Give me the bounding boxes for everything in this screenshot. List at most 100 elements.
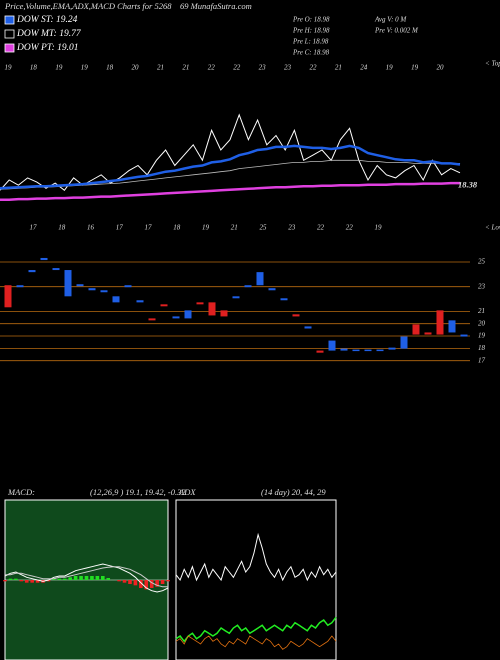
candle (184, 310, 192, 319)
histogram-bar (14, 578, 18, 580)
histogram-bar (133, 580, 138, 586)
histogram-bar (52, 578, 56, 580)
level-label: 17 (478, 356, 486, 364)
histogram-bar (68, 577, 72, 580)
histogram-bar (101, 576, 105, 580)
series-line (0, 181, 460, 201)
candle (256, 272, 264, 286)
info-text: Pre C: 18.98 (292, 49, 330, 57)
level-label: 23 (478, 282, 486, 290)
candle (172, 316, 180, 319)
candle (376, 349, 384, 352)
low-label: 22 (346, 224, 354, 232)
low-label: 18 (173, 224, 181, 232)
low-label: 16 (87, 224, 95, 232)
series-line (175, 532, 337, 582)
series-line (0, 113, 461, 192)
low-label: 19 (202, 224, 210, 232)
top-label: 19 (81, 64, 89, 72)
histogram-bar (155, 580, 159, 587)
candle (76, 284, 84, 287)
candle (352, 349, 360, 352)
panel-label: ADX (178, 487, 196, 497)
candle (232, 296, 240, 299)
candle (244, 285, 252, 288)
histogram-bar (62, 578, 67, 580)
info-text: Avg V: 0 M (374, 16, 407, 24)
legend-label: DOW MT: 19.77 (16, 29, 82, 39)
candle (340, 348, 348, 351)
histogram-bar (106, 578, 111, 580)
histogram-bar (30, 580, 34, 583)
candle (136, 300, 144, 303)
candle (88, 288, 96, 291)
series-line (175, 635, 337, 650)
candle (280, 298, 288, 301)
candle (460, 334, 468, 337)
candle (220, 310, 228, 317)
top-label: 18 (30, 64, 38, 72)
candle (388, 347, 396, 350)
candle (424, 332, 432, 335)
histogram-bar (160, 580, 165, 584)
low-label: 21 (231, 224, 238, 232)
candle (196, 302, 204, 305)
candle (412, 324, 420, 335)
candle (304, 326, 312, 329)
candle (28, 270, 36, 273)
lows-label: < Lows (485, 224, 500, 232)
histogram-bar (3, 580, 7, 582)
legend-label: DOW ST: 19.24 (16, 15, 78, 25)
header-site: 69 MunafaSutra.com (180, 1, 252, 11)
histogram-bar (24, 580, 29, 583)
histogram-bar (35, 580, 40, 583)
level-label: 21 (478, 307, 485, 315)
top-label: 22 (233, 64, 241, 72)
histogram-bar (166, 580, 170, 582)
low-label: 17 (30, 224, 38, 232)
legend-label: DOW PT: 19.01 (16, 43, 79, 53)
candle (52, 268, 60, 271)
top-label: 24 (360, 64, 368, 72)
histogram-bar (8, 578, 13, 580)
top-label: 22 (309, 64, 317, 72)
low-label: 18 (58, 224, 66, 232)
top-label: 20 (132, 64, 140, 72)
info-text: Pre O: 18.98 (292, 16, 330, 24)
histogram-bar (128, 580, 132, 584)
histogram-bar (95, 576, 100, 580)
low-label: 17 (145, 224, 153, 232)
top-label: 20 (437, 64, 445, 72)
histogram-bar (117, 580, 121, 582)
level-label: 20 (478, 319, 486, 327)
histogram-bar (122, 580, 127, 583)
low-label: 25 (260, 224, 268, 232)
top-label: 19 (5, 64, 13, 72)
legend-swatch (4, 15, 15, 25)
candle (316, 350, 324, 353)
candle (292, 314, 300, 317)
top-label: 23 (284, 64, 292, 72)
level-label: 18 (478, 344, 486, 352)
candle (364, 349, 372, 352)
histogram-bar (139, 580, 143, 588)
top-label: 21 (182, 64, 189, 72)
histogram-bar (84, 576, 89, 580)
series-line (4, 563, 169, 593)
info-text: Pre V: 0.002 M (374, 27, 419, 35)
histogram-bar (57, 578, 62, 580)
candle (436, 310, 444, 335)
candle (400, 336, 408, 349)
candle (16, 285, 24, 288)
candle (268, 288, 276, 291)
candle (160, 304, 168, 307)
top-label: 22 (208, 64, 216, 72)
series-line (5, 566, 168, 588)
histogram-bar (19, 580, 24, 582)
top-label: 21 (335, 64, 342, 72)
top-label: 18 (106, 64, 114, 72)
candle (4, 285, 12, 308)
histogram-bar (90, 576, 94, 580)
